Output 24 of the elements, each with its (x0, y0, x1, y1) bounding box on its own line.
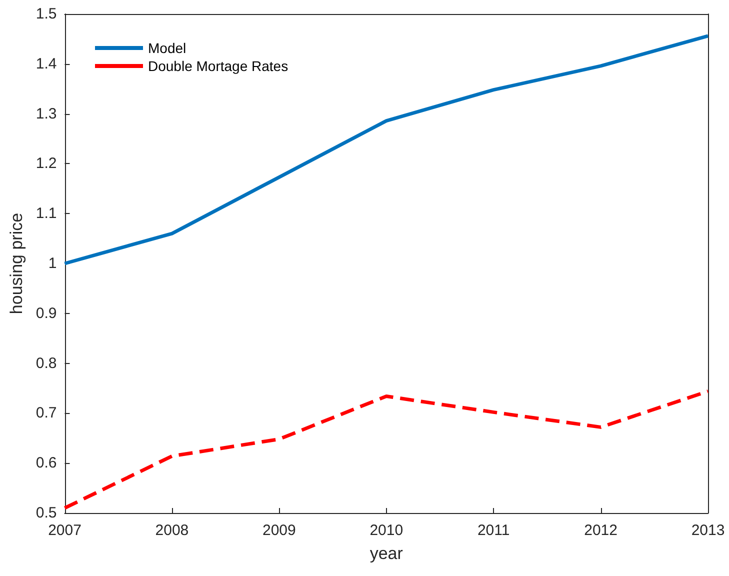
legend-label: Double Mortage Rates (148, 58, 288, 74)
x-tick-label: 2011 (477, 522, 510, 539)
y-tick-label: 1.5 (36, 6, 57, 22)
x-tick-label: 2009 (262, 522, 296, 539)
y-tick-label: 0.9 (36, 304, 57, 322)
x-tick-label: 2007 (48, 522, 82, 539)
x-tick-label: 2010 (370, 522, 404, 539)
y-tick-label: 1.1 (36, 205, 57, 222)
x-axis-title: year (370, 544, 404, 563)
y-tick-label: 0.5 (36, 504, 57, 522)
x-tick-label: 2012 (584, 522, 618, 539)
x-tick-label: 2013 (691, 522, 725, 539)
y-tick-label: 1.3 (36, 105, 57, 122)
y-tick-label: 0.8 (36, 354, 57, 372)
y-tick-label: 0.6 (36, 454, 57, 472)
x-tick-label: 2008 (155, 522, 189, 539)
y-tick-label: 0.7 (36, 404, 57, 422)
y-axis-title: housing price (7, 212, 26, 314)
y-tick-label: 1.2 (36, 155, 57, 172)
line-series (63, 389, 710, 510)
y-tick-label: 1.4 (36, 55, 57, 72)
y-tick-label: 1 (48, 255, 57, 272)
line-series (63, 34, 710, 266)
legend-label: Model (148, 40, 186, 56)
